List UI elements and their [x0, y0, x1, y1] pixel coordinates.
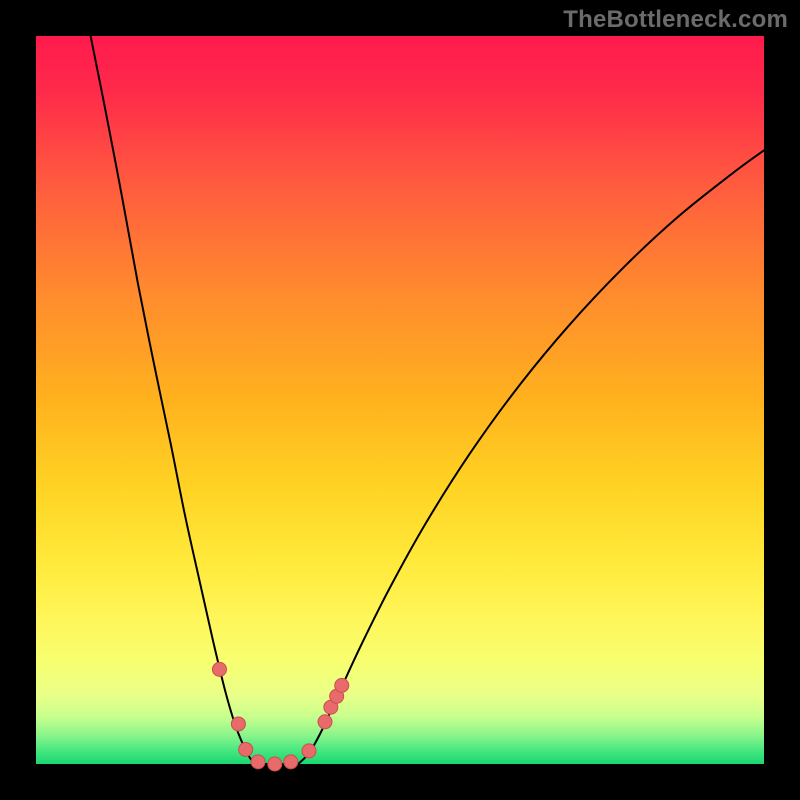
marker-dot [212, 662, 226, 676]
plot-background [36, 36, 764, 764]
marker-dot [302, 744, 316, 758]
marker-dot [284, 755, 298, 769]
marker-dot [318, 715, 332, 729]
marker-dot [231, 717, 245, 731]
marker-dot [268, 757, 282, 771]
marker-dot [335, 678, 349, 692]
marker-dot [239, 742, 253, 756]
chart-stage: { "canvas": { "width": 800, "height": 80… [0, 0, 800, 800]
chart-svg [0, 0, 800, 800]
watermark-text: TheBottleneck.com [563, 6, 788, 34]
marker-dot [251, 755, 265, 769]
